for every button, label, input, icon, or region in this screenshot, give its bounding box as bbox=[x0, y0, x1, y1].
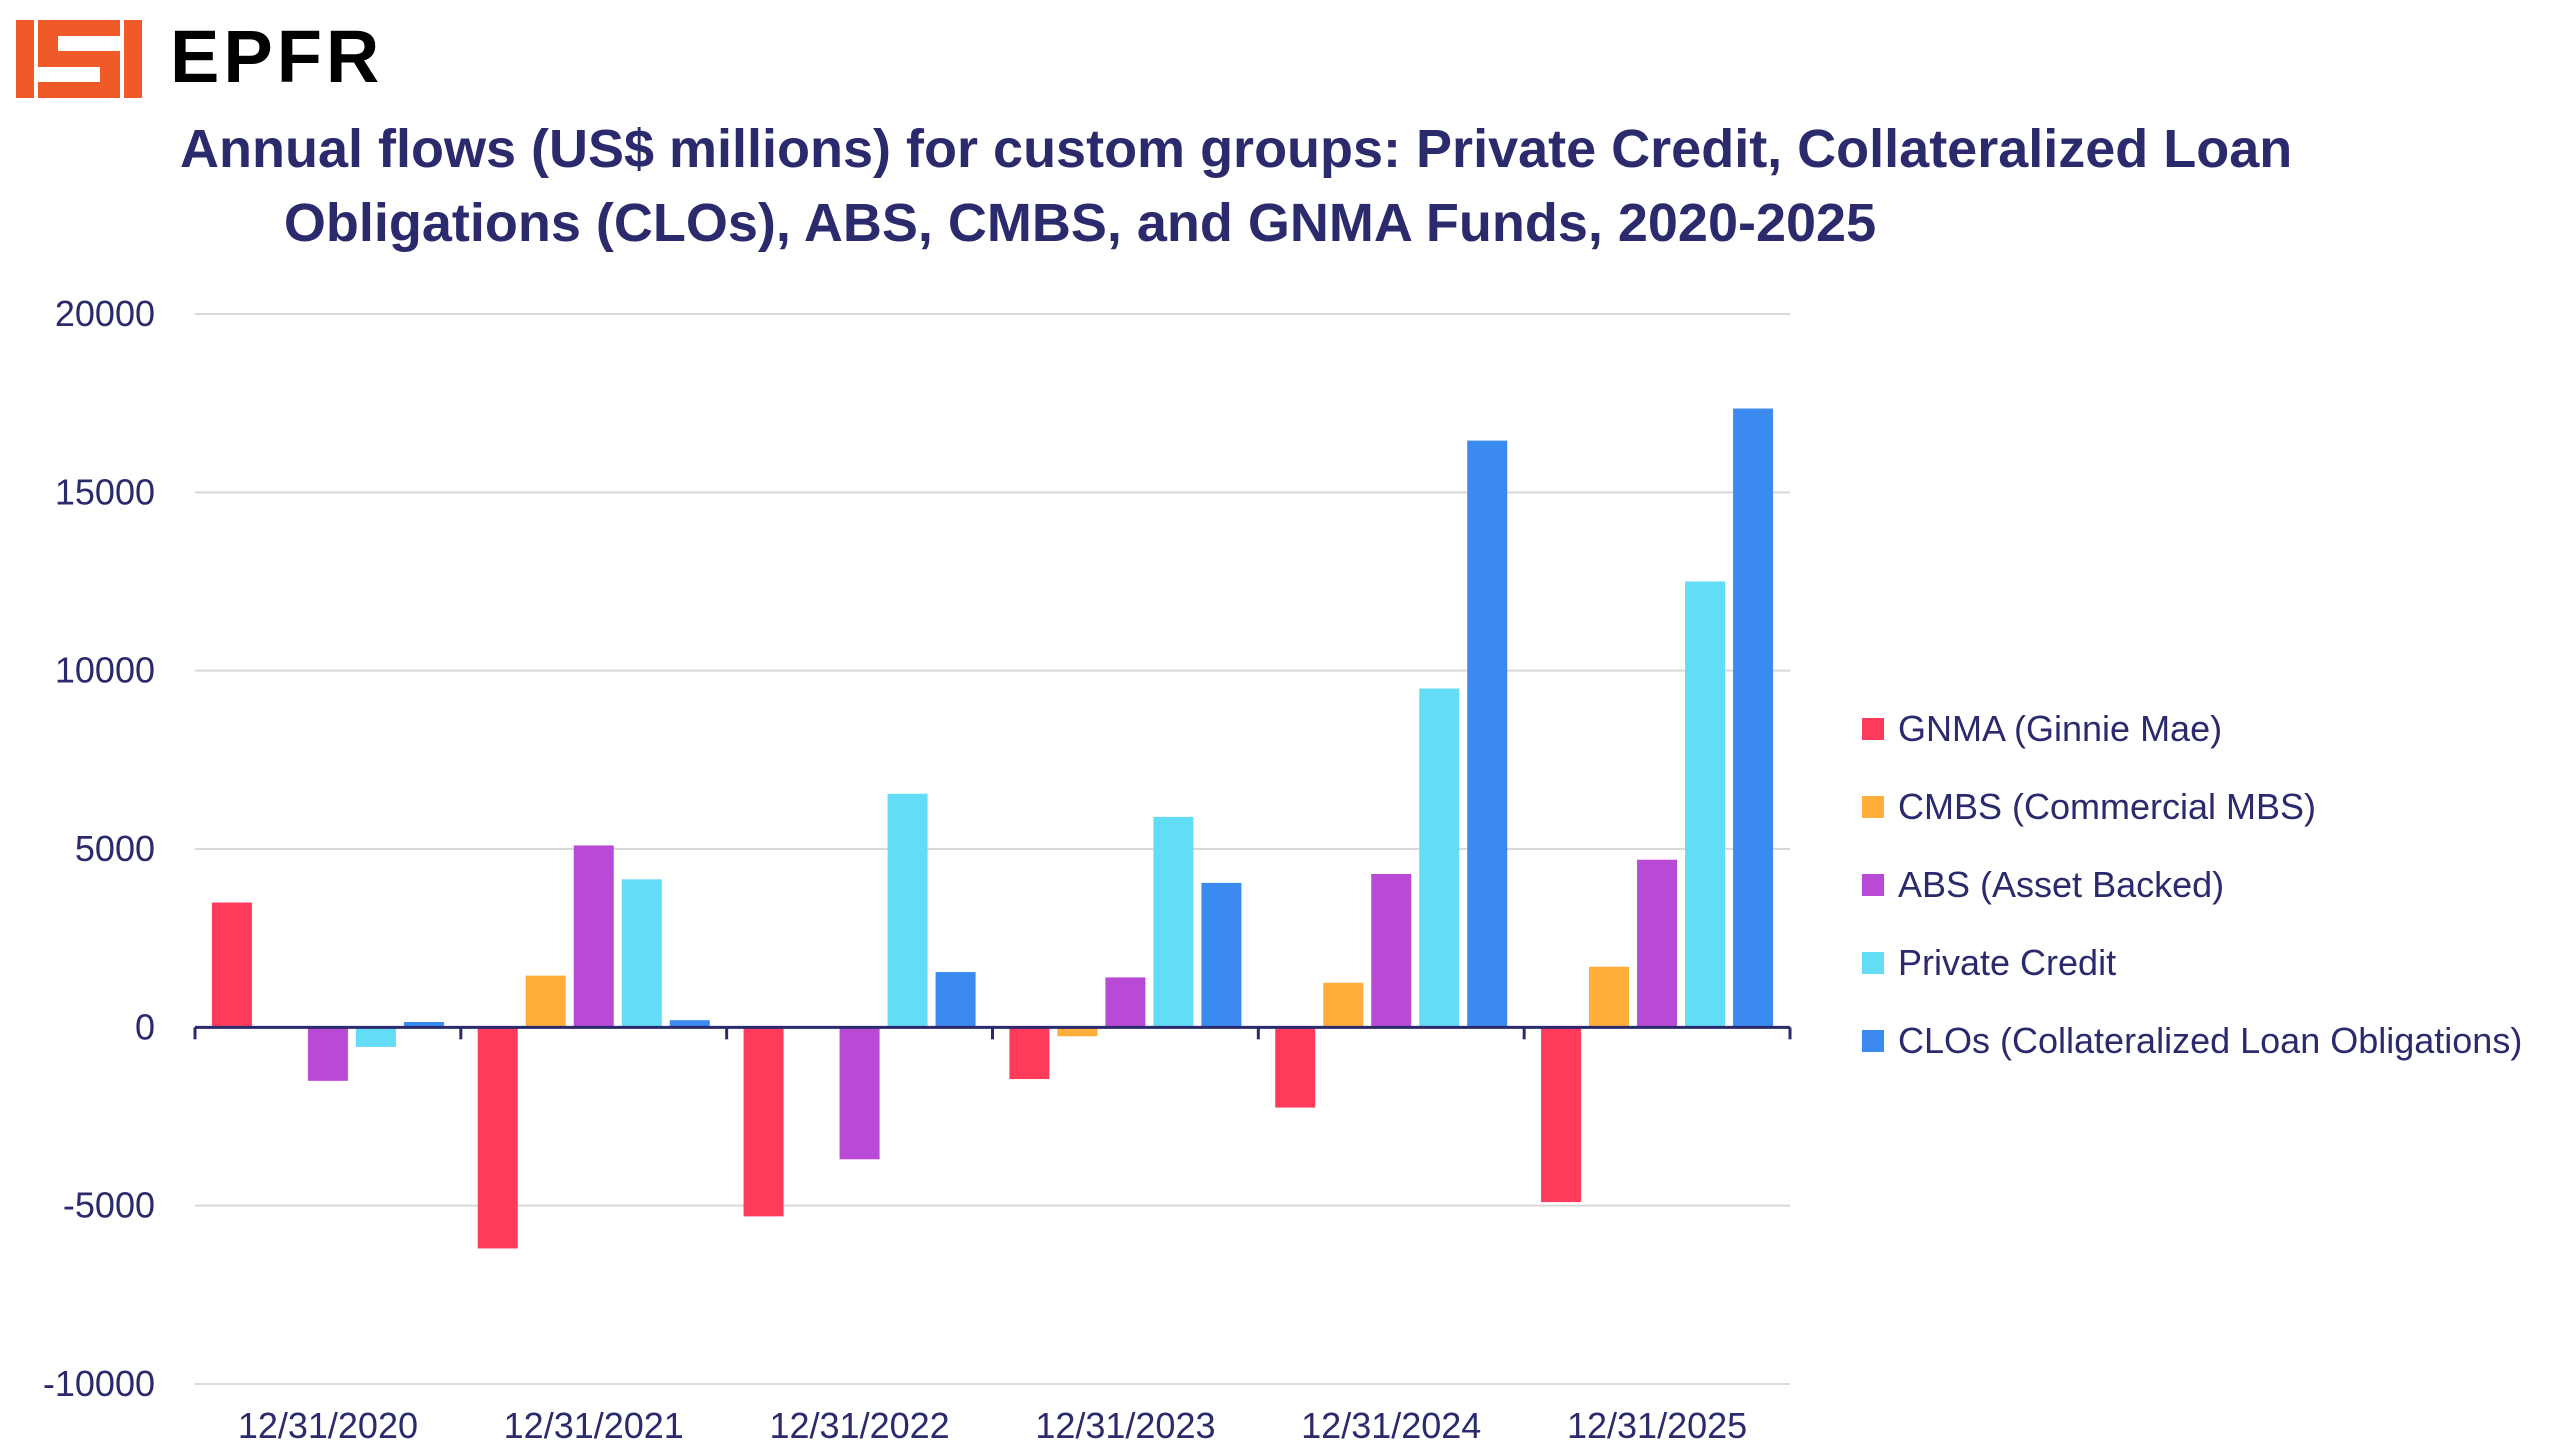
y-tick-labels: 20000 15000 10000 5000 0 -5000 -10000 bbox=[43, 293, 155, 1404]
bar-abs-3 bbox=[1105, 977, 1146, 1028]
epfr-logo bbox=[16, 20, 142, 98]
bar-private-3 bbox=[1153, 816, 1194, 1028]
y-tick-label: 10000 bbox=[55, 650, 155, 691]
y-tick-label: 5000 bbox=[75, 828, 155, 869]
y-tick-label: 20000 bbox=[55, 293, 155, 334]
bar-abs-1 bbox=[573, 845, 614, 1028]
legend-item: GNMA (Ginnie Mae) bbox=[1862, 690, 2522, 768]
x-tick-label: 12/31/2020 bbox=[238, 1405, 418, 1446]
legend-swatch bbox=[1862, 1030, 1884, 1052]
x-tick-label: 12/31/2023 bbox=[1035, 1405, 1215, 1446]
bar-abs-5 bbox=[1637, 859, 1678, 1028]
legend-item: Private Credit bbox=[1862, 924, 2522, 1002]
bar-clos-5 bbox=[1733, 408, 1774, 1028]
legend-item: CMBS (Commercial MBS) bbox=[1862, 768, 2522, 846]
bar-clos-0 bbox=[403, 1021, 444, 1028]
gridlines bbox=[195, 313, 1790, 1385]
legend-label: CLOs (Collateralized Loan Obligations) bbox=[1898, 1020, 2523, 1061]
bar-private-1 bbox=[621, 879, 662, 1028]
logo-mark-left bbox=[16, 20, 34, 98]
chart-title: Annual flows (US$ millions) for custom g… bbox=[180, 112, 2293, 260]
bar-private-0 bbox=[355, 1027, 396, 1047]
legend-swatch bbox=[1862, 952, 1884, 974]
bar-cmbs-1 bbox=[525, 975, 566, 1028]
legend-swatch bbox=[1862, 796, 1884, 818]
bar-clos-4 bbox=[1467, 440, 1508, 1028]
legend-label: ABS (Asset Backed) bbox=[1898, 864, 2225, 905]
y-tick-label: 0 bbox=[135, 1006, 155, 1047]
bar-cmbs-4 bbox=[1323, 982, 1364, 1028]
chart-title-line-1: Annual flows (US$ millions) for custom g… bbox=[180, 119, 2293, 179]
x-tick-label: 12/31/2022 bbox=[769, 1405, 949, 1446]
bar-gnma-4 bbox=[1275, 1027, 1316, 1108]
bar-gnma-1 bbox=[477, 1027, 518, 1249]
legend-swatch bbox=[1862, 874, 1884, 896]
axes bbox=[193, 1025, 1792, 1040]
y-tick-label: 15000 bbox=[55, 471, 155, 512]
bar-private-4 bbox=[1419, 688, 1460, 1028]
bar-gnma-0 bbox=[211, 902, 252, 1028]
logo-mark-s bbox=[38, 20, 120, 98]
bar-clos-2 bbox=[935, 972, 976, 1028]
bar-abs-4 bbox=[1371, 873, 1412, 1028]
bar-cmbs-5 bbox=[1589, 966, 1630, 1028]
x-tick-label: 12/31/2025 bbox=[1567, 1405, 1747, 1446]
logo-mark-right bbox=[124, 20, 142, 98]
bar-abs-2 bbox=[839, 1027, 880, 1160]
legend-label: Private Credit bbox=[1898, 942, 2117, 983]
legend-swatch bbox=[1862, 718, 1884, 740]
bar-clos-3 bbox=[1201, 882, 1242, 1028]
legend-item: CLOs (Collateralized Loan Obligations) bbox=[1862, 1002, 2522, 1080]
legend-item: ABS (Asset Backed) bbox=[1862, 846, 2522, 924]
bar-private-2 bbox=[887, 793, 928, 1028]
legend: GNMA (Ginnie Mae) CMBS (Commercial MBS) AB… bbox=[1862, 690, 2522, 1080]
bar-abs-0 bbox=[307, 1027, 348, 1081]
bar-clos-1 bbox=[669, 1020, 710, 1028]
y-tick-label: -10000 bbox=[43, 1363, 155, 1404]
legend-label: CMBS (Commercial MBS) bbox=[1898, 786, 2317, 827]
bar-cmbs-3 bbox=[1057, 1027, 1098, 1037]
brand-name: EPFR bbox=[170, 15, 384, 98]
x-tick-label: 12/31/2021 bbox=[504, 1405, 684, 1446]
bars bbox=[211, 408, 1774, 1249]
bar-gnma-3 bbox=[1009, 1027, 1050, 1080]
x-tick-label: 12/31/2024 bbox=[1301, 1405, 1481, 1446]
legend-label: GNMA (Ginnie Mae) bbox=[1898, 708, 2223, 749]
chart-title-line-2: Obligations (CLOs), ABS, CMBS, and GNMA … bbox=[283, 193, 1877, 253]
bar-gnma-2 bbox=[743, 1027, 784, 1217]
bar-gnma-5 bbox=[1541, 1027, 1582, 1203]
y-tick-label: -5000 bbox=[63, 1185, 155, 1226]
bar-private-5 bbox=[1685, 581, 1726, 1028]
x-tick-labels: 12/31/2020 12/31/2021 12/31/2022 12/31/2023… bbox=[238, 1405, 1747, 1446]
